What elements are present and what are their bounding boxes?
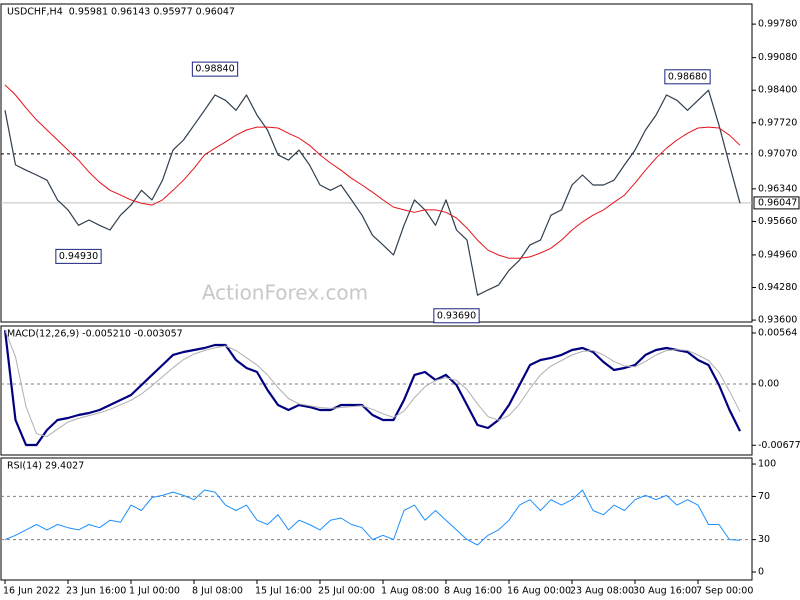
panel-subtitle: 0.95981 0.96143 0.95977 0.96047 [69,7,235,18]
x-tick-label: 30 Aug 16:00 [633,586,697,597]
y-tick-label: 0.95660 [758,216,797,227]
y-tick-label: 0.99080 [758,52,797,63]
x-tick-label: 23 Aug 08:00 [570,586,634,597]
series-line [4,89,741,296]
annotation-box [433,308,480,324]
x-tick-label: 15 Jul 16:00 [255,586,312,597]
y-tick-label: 0.00564 [758,327,797,338]
y-tick-label: 0.94280 [758,282,797,293]
y-tick-label: 100 [758,459,776,470]
annotation-box [664,69,711,85]
y-tick-label: 30 [758,534,770,545]
x-tick-label: 25 Jul 00:00 [318,586,375,597]
panel-frame [0,325,753,456]
x-tick-label: 8 Jul 08:00 [192,586,243,597]
x-tick-label: 8 Aug 16:00 [444,586,502,597]
annotation-label: 0.98840 [195,64,234,75]
series-line [3,329,741,447]
y-tick-label: 0.93600 [758,315,797,326]
annotation-label: 0.98680 [668,71,707,82]
y-tick-label: 0.96340 [758,183,797,194]
price-label: 0.96047 [758,197,797,208]
annotation-label: 0.94930 [59,251,98,262]
panel-title: RSI(14) 29.4027 [7,461,84,472]
panel-frame [0,457,753,581]
y-tick-label: 0.98400 [758,85,797,96]
y-tick-label: -0.006773 [758,440,800,451]
x-tick-label: 7 Sep 00:00 [696,586,753,597]
annotation-label: 0.93690 [437,310,476,321]
panel-frame [0,3,753,323]
x-tick-label: 16 Jun 2022 [3,586,60,597]
panel-title: USDCHF,H4 [7,7,63,18]
series-line [4,489,741,546]
y-tick-label: 0.97720 [758,117,797,128]
x-tick-label: 23 Jun 16:00 [66,586,126,597]
series-line [4,329,741,437]
y-tick-label: 0.00 [758,378,779,389]
y-tick-label: 0.99780 [758,19,797,30]
price-label-box [753,196,800,210]
y-tick-label: 70 [758,491,770,502]
watermark: ActionForex.com [202,281,368,305]
y-tick-label: 0 [758,567,764,578]
x-tick-label: 16 Aug 00:00 [507,586,571,597]
annotation-box [191,61,239,77]
y-tick-label: 0.94960 [758,249,797,260]
panel-title: MACD(12,26,9) -0.005210 -0.003057 [7,329,183,340]
price-label: 0.97070 [758,148,797,159]
price-label-box [754,147,799,160]
x-tick-label: 1 Aug 08:00 [381,586,439,597]
x-tick-label: 1 Jul 00:00 [129,586,180,597]
series-line [4,84,741,259]
annotation-box [55,248,102,264]
